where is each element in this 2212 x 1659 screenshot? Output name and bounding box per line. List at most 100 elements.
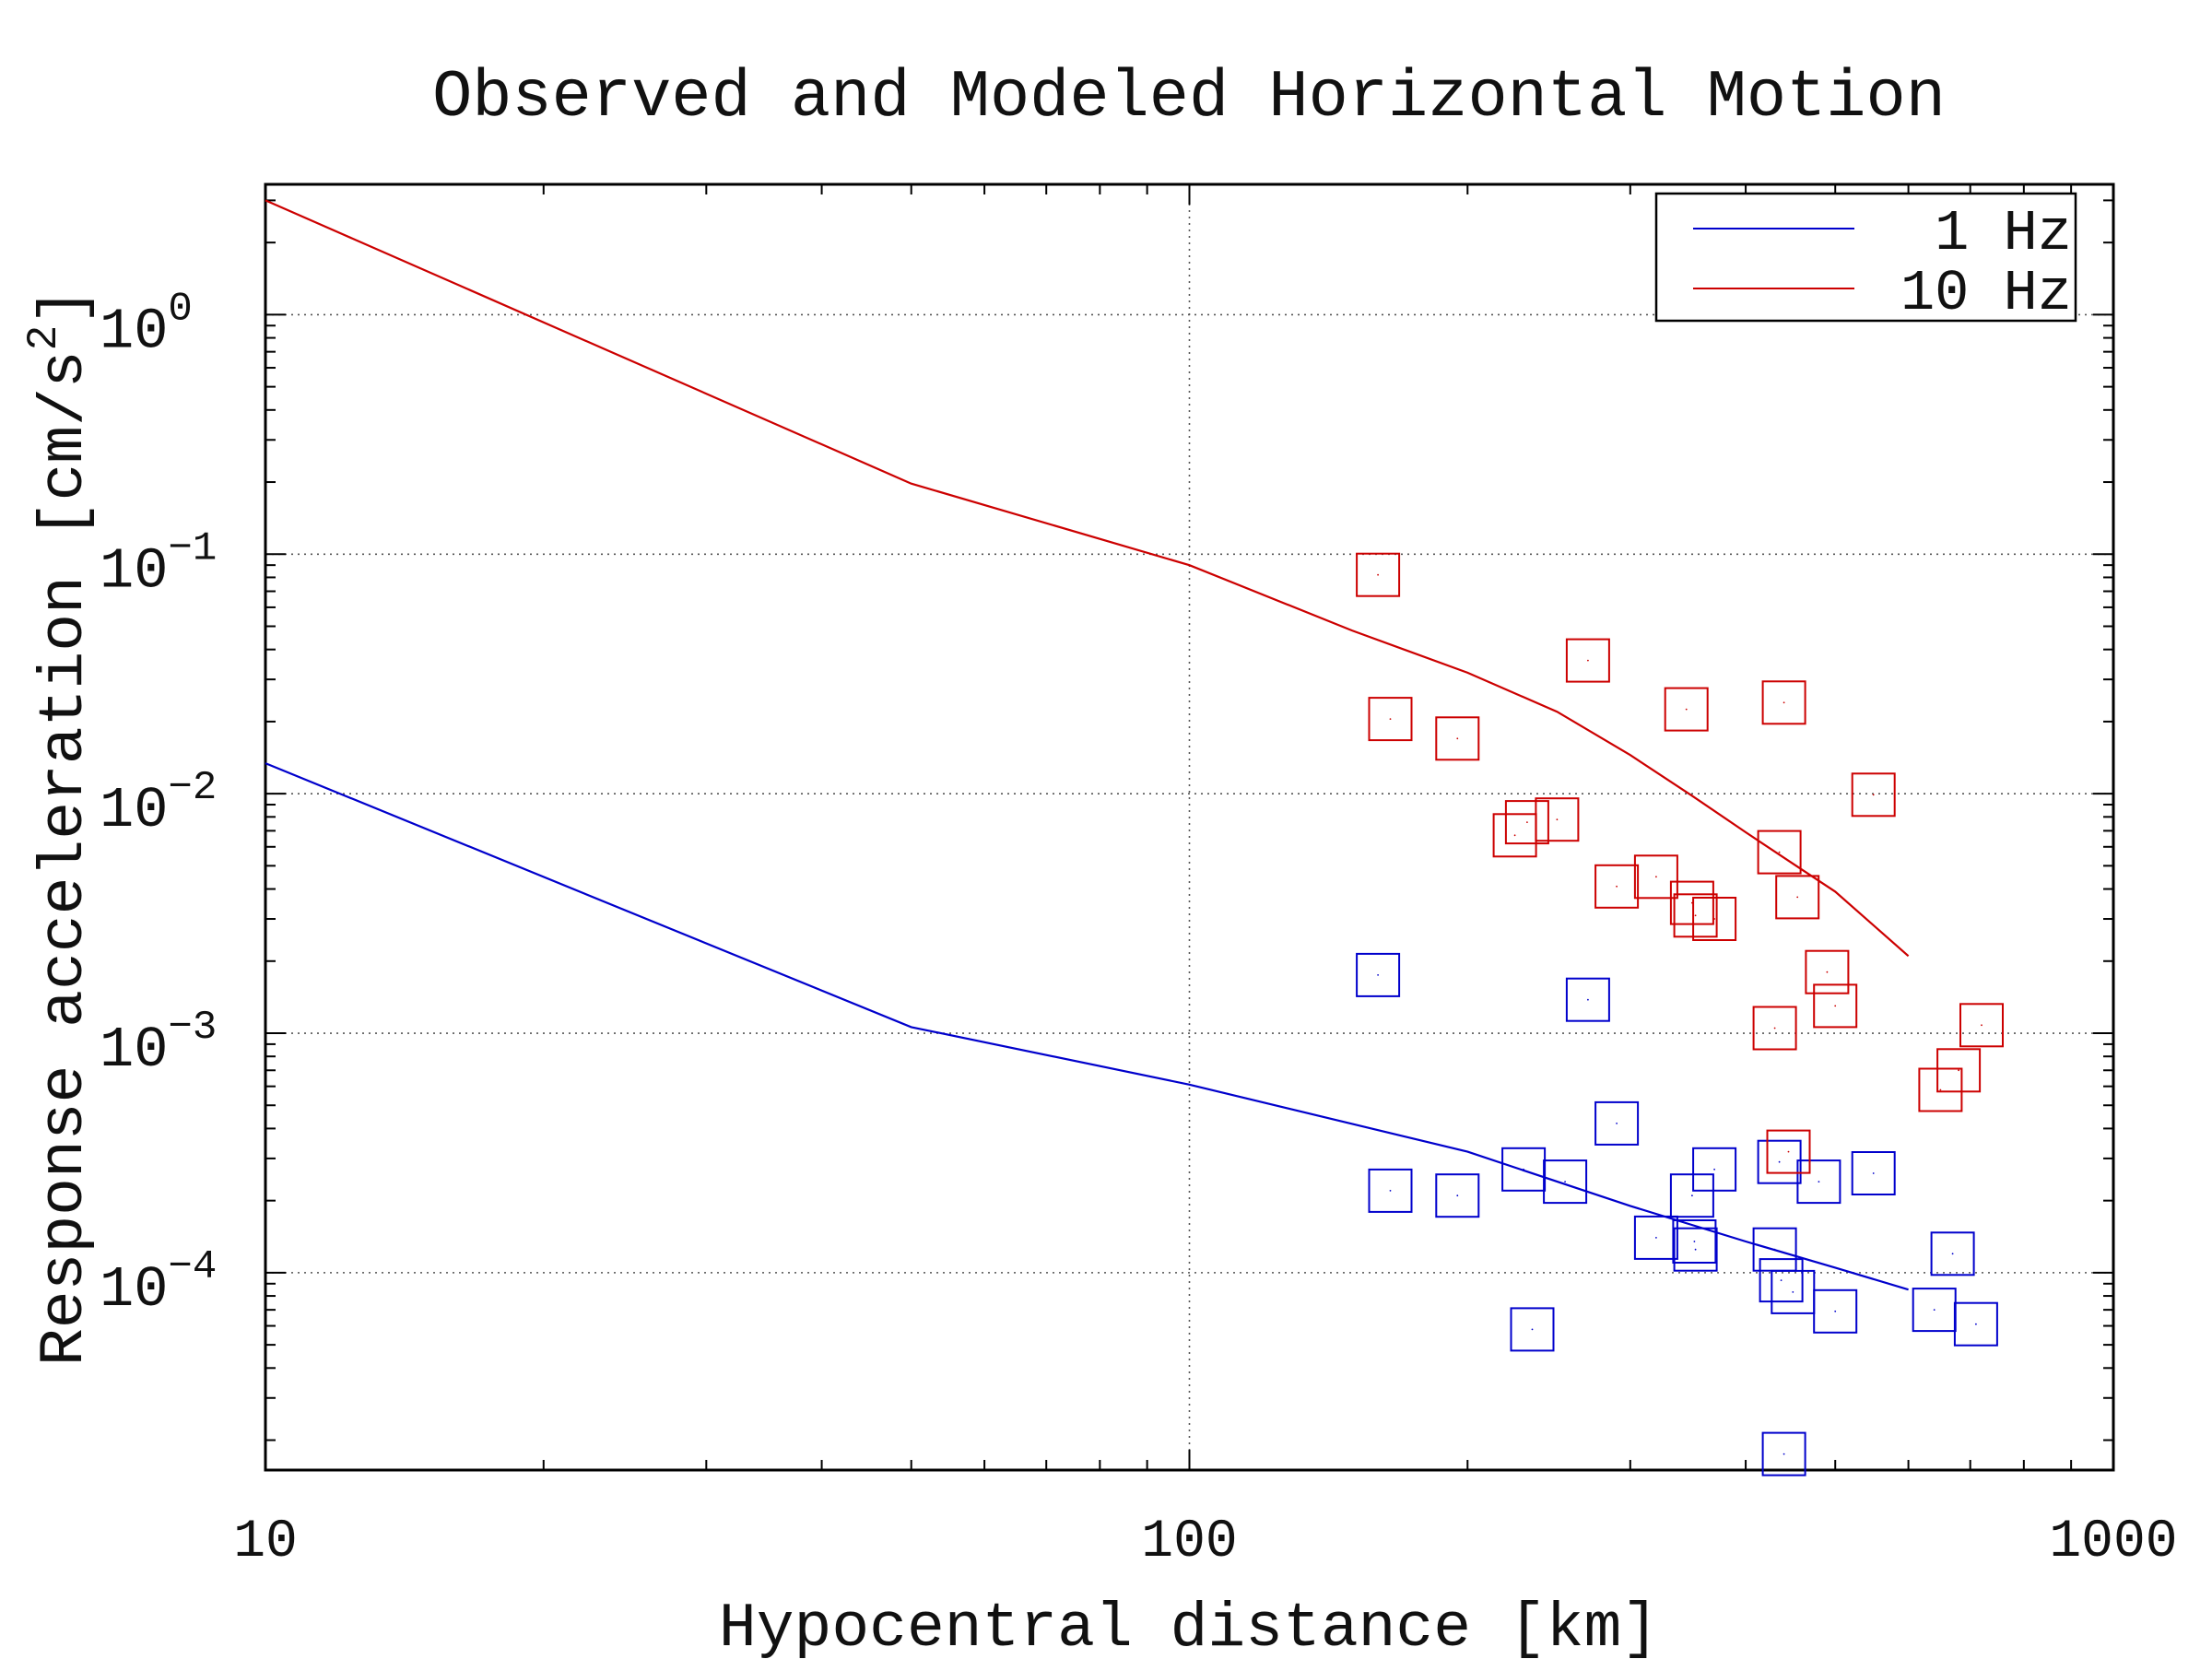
y-tick-exponent: 0: [168, 286, 192, 332]
observed-point-center-1hz: [1694, 1248, 1697, 1251]
observed-point-center-1hz: [1783, 1453, 1785, 1455]
observed-point-center-1hz: [1713, 1168, 1715, 1171]
observed-point-10hz: [1594, 864, 1640, 909]
observed-point-center-10hz: [1826, 971, 1829, 973]
observed-point-center-10hz: [1655, 876, 1657, 878]
observed-point-center-1hz: [1587, 998, 1589, 1001]
observed-point-center-1hz: [1523, 1168, 1524, 1171]
y-tick-exponent: −2: [168, 765, 217, 811]
plot-frame: [264, 182, 2115, 1472]
observed-point-center-1hz: [1872, 1172, 1875, 1174]
y-tick-label: 100: [100, 286, 193, 364]
chart-title: Observed and Modeled Horizontal Motion: [432, 60, 1946, 135]
observed-point-center-10hz: [1872, 794, 1875, 796]
observed-point-1hz: [1813, 1288, 1858, 1334]
observed-point-10hz: [1752, 1006, 1797, 1051]
observed-point-10hz: [1368, 697, 1413, 742]
y-tick-label: 10−2: [100, 765, 217, 843]
y-tick-label: 10−3: [100, 1005, 217, 1083]
y-tick-exponent: −4: [168, 1244, 217, 1290]
series-1hz: [265, 762, 1998, 1477]
observed-point-1hz: [1565, 977, 1610, 1022]
series-10hz: [265, 199, 2004, 1174]
legend-label-1hz: 1 Hz: [1935, 201, 2072, 266]
observed-point-10hz: [1761, 680, 1806, 725]
y-axis-label: Response acceleration [cm/s2]: [20, 288, 100, 1366]
observed-point-1hz: [1435, 1173, 1480, 1218]
observed-point-center-1hz: [1564, 1181, 1566, 1182]
x-tick-label: 1000: [2049, 1512, 2177, 1572]
observed-point-center-10hz: [1834, 1005, 1837, 1007]
observed-point-10hz: [1504, 800, 1549, 845]
observed-point-1hz: [1356, 952, 1401, 997]
observed-point-center-1hz: [1933, 1309, 1936, 1311]
observed-point-1hz: [1594, 1100, 1640, 1146]
observed-point-10hz: [1535, 797, 1580, 842]
observed-point-center-10hz: [1981, 1024, 1983, 1027]
observed-point-center-1hz: [1691, 1194, 1693, 1197]
legend-box: [1654, 192, 2077, 323]
model-line-1hz: [265, 762, 1909, 1291]
observed-point-10hz: [1356, 552, 1401, 597]
observed-point-10hz: [1673, 893, 1718, 938]
observed-point-center-1hz: [1834, 1310, 1837, 1312]
observed-point-center-10hz: [1587, 659, 1589, 662]
observed-point-center-1hz: [1818, 1181, 1820, 1182]
observed-point-1hz: [1672, 1219, 1717, 1264]
observed-point-center-1hz: [1780, 1279, 1783, 1281]
observed-point-center-10hz: [1389, 718, 1392, 720]
observed-point-10hz: [1918, 1067, 1963, 1112]
y-axis-label-superscript: 2: [20, 325, 68, 351]
observed-point-center-10hz: [1377, 573, 1379, 576]
observed-point-center-10hz: [1713, 918, 1715, 920]
observed-point-10hz: [1766, 1129, 1811, 1174]
observed-point-1hz: [1757, 1139, 1802, 1184]
observed-point-center-10hz: [1773, 1027, 1776, 1030]
y-tick-base: 10: [100, 1257, 168, 1323]
observed-point-10hz: [1851, 772, 1896, 818]
observed-point-center-10hz: [1556, 818, 1559, 821]
observed-point-10hz: [1757, 830, 1802, 875]
observed-point-center-10hz: [1783, 701, 1785, 704]
observed-point-10hz: [1775, 875, 1820, 920]
y-tick-exponent: −3: [168, 1005, 217, 1051]
observed-point-center-10hz: [1616, 885, 1618, 888]
legend-label-10hz: 10 Hz: [1900, 261, 2072, 326]
observed-point-1hz: [1368, 1168, 1413, 1213]
observed-point-10hz: [1936, 1048, 1982, 1093]
observed-point-10hz: [1692, 897, 1737, 941]
legend: 1 Hz 10 Hz: [1654, 192, 2077, 326]
y-axis-label-close: ]: [29, 288, 100, 325]
axis-ticks: [265, 184, 2114, 1470]
observed-point-center-1hz: [1616, 1123, 1618, 1124]
observed-point-1hz: [1761, 1431, 1806, 1477]
observed-point-1hz: [1930, 1231, 1975, 1277]
grid: [265, 184, 2113, 1470]
observed-point-1hz: [1510, 1307, 1555, 1352]
observed-point-center-1hz: [1773, 1248, 1776, 1251]
observed-point-10hz: [1959, 1003, 2004, 1048]
observed-point-10hz: [1805, 949, 1850, 994]
series-layer: [265, 199, 2004, 1477]
observed-point-center-1hz: [1531, 1328, 1534, 1331]
observed-point-center-10hz: [1778, 851, 1781, 853]
observed-point-center-10hz: [1685, 708, 1688, 711]
observed-point-center-1hz: [1951, 1253, 1954, 1255]
x-tick-label: 100: [1141, 1512, 1237, 1572]
observed-point-10hz: [1669, 880, 1714, 925]
observed-point-center-10hz: [1796, 896, 1799, 899]
y-tick-label: 10−4: [100, 1244, 217, 1323]
observed-point-1hz: [1692, 1147, 1737, 1192]
observed-point-center-1hz: [1792, 1291, 1794, 1293]
y-tick-base: 10: [100, 1018, 168, 1083]
observed-point-center-10hz: [1939, 1088, 1942, 1091]
observed-point-center-10hz: [1958, 1069, 1960, 1072]
observed-point-center-1hz: [1389, 1190, 1392, 1192]
observed-point-center-10hz: [1456, 737, 1459, 740]
observed-point-center-1hz: [1693, 1241, 1696, 1242]
observed-point-center-10hz: [1513, 834, 1516, 837]
y-tick-base: 10: [100, 778, 168, 843]
y-tick-base: 10: [100, 538, 168, 604]
